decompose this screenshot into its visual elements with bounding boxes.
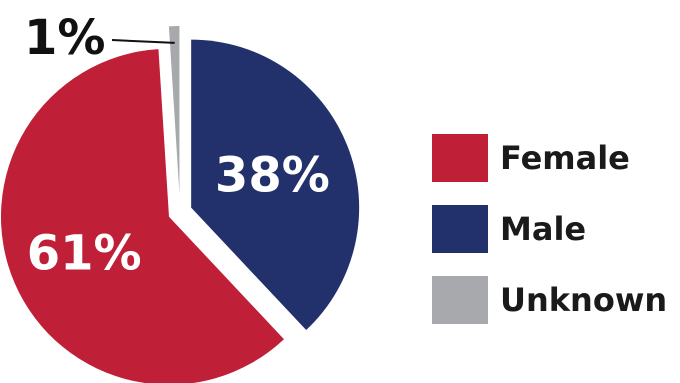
legend-swatch-female [432, 134, 488, 182]
slice-label-male: 38% [215, 147, 330, 203]
legend-swatch-male [432, 205, 488, 253]
pie-slice-unknown [168, 26, 180, 195]
legend-label-male: Male [500, 210, 587, 248]
legend-item-male: Male [432, 205, 677, 253]
chart-legend: Female Male Unknown [432, 134, 677, 347]
pie-slice-female [1, 49, 284, 383]
slice-label-female: 61% [27, 225, 142, 281]
slice-label-unknown: 1% [24, 10, 106, 66]
legend-item-female: Female [432, 134, 677, 182]
legend-label-female: Female [500, 139, 630, 177]
legend-item-unknown: Unknown [432, 276, 677, 324]
legend-swatch-unknown [432, 276, 488, 324]
pie-slice-male [191, 39, 360, 331]
legend-label-unknown: Unknown [500, 281, 668, 319]
pie-labels: 61% 38% 1% [24, 10, 330, 281]
pie-slices [1, 26, 360, 383]
callout-line-unknown [111, 39, 175, 44]
